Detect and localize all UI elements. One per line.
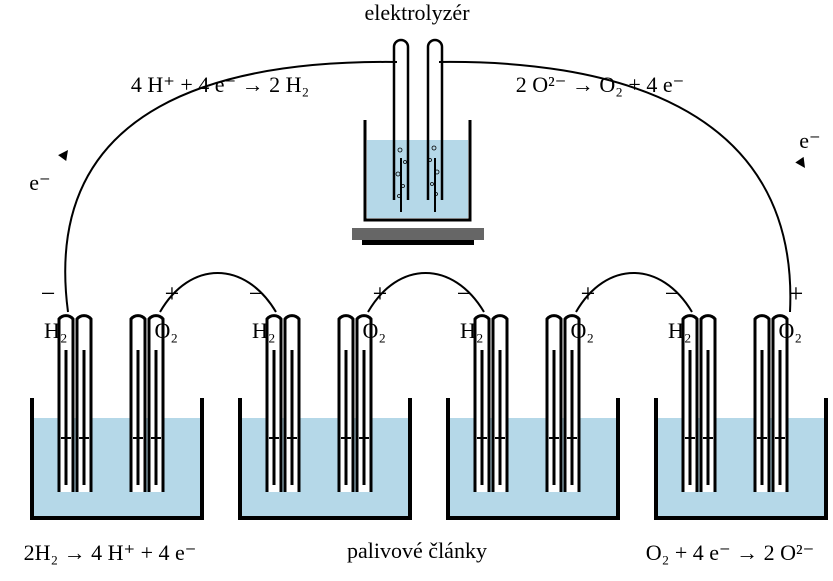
eq-bottom-left: 2H₂ → 4 H⁺ + 4 e⁻ — [24, 540, 197, 565]
e-right: e⁻ — [799, 128, 820, 153]
e-left: e⁻ — [29, 170, 50, 195]
plus-sign-1: + — [373, 279, 388, 308]
title-top: elektrolyzér — [364, 0, 470, 25]
plus-sign-2: + — [581, 279, 596, 308]
h2-label-2: H₂ — [460, 318, 484, 343]
stand-bottom — [362, 240, 474, 245]
o2-label-0: O₂ — [154, 318, 178, 343]
stand-top — [352, 228, 484, 240]
eq-top-right: 2 O²⁻ → O₂ + 4 e⁻ — [516, 72, 684, 97]
diagram-canvas: −+H₂O₂−+H₂O₂−+H₂O₂−+H₂O₂elektrolyzérpali… — [0, 0, 833, 581]
h2-label-0: H₂ — [44, 318, 68, 343]
h2-label-3: H₂ — [668, 318, 692, 343]
arrow-right-head — [795, 157, 805, 168]
minus-sign-0: − — [41, 279, 56, 308]
o2-label-2: O₂ — [570, 318, 594, 343]
plus-sign-0: + — [165, 279, 180, 308]
o2-label-1: O₂ — [362, 318, 386, 343]
arrow-left-head — [58, 150, 68, 161]
o2-label-3: O₂ — [778, 318, 802, 343]
eq-bottom-right: O₂ + 4 e⁻ → 2 O²⁻ — [646, 540, 814, 565]
h2-label-1: H₂ — [252, 318, 276, 343]
electrolyzer-liquid — [367, 140, 468, 218]
wire-main-right — [439, 62, 790, 312]
eq-top-left: 4 H⁺ + 4 e⁻ → 2 H₂ — [131, 72, 309, 97]
title-bottom: palivové články — [347, 538, 487, 563]
